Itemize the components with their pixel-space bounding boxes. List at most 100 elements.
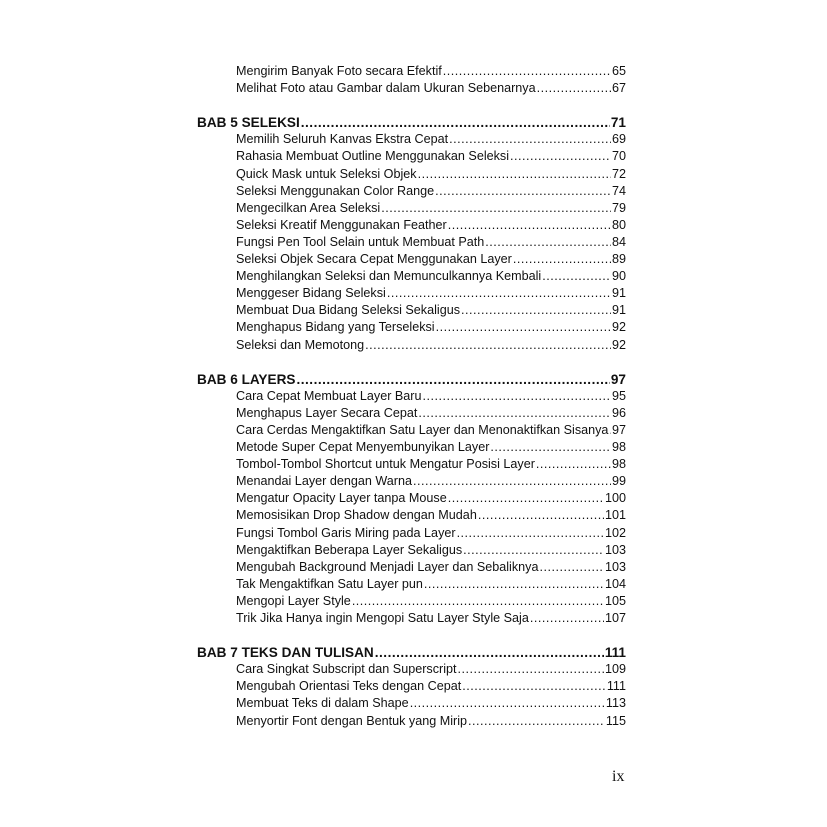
entry-title: Cara Cepat Membuat Layer Baru xyxy=(236,388,422,403)
dot-leader xyxy=(424,576,604,593)
toc-entry: Rahasia Membuat Outline Menggunakan Sele… xyxy=(197,148,626,165)
toc-entry: Tombol-Tombol Shortcut untuk Mengatur Po… xyxy=(197,456,626,473)
entry-page: 100 xyxy=(604,491,626,506)
entry-page: 111 xyxy=(606,679,626,694)
chapter-heading: BAB 5 SELEKSI 71 xyxy=(197,114,626,131)
toc-entry: Mengubah Orientasi Teks dengan Cepat 111 xyxy=(197,678,626,695)
toc-entry: Mengatur Opacity Layer tanpa Mouse 100 xyxy=(197,490,626,507)
toc-entry: Seleksi Menggunakan Color Range 74 xyxy=(197,183,626,200)
dot-leader xyxy=(435,183,611,200)
entry-page: 72 xyxy=(611,166,626,181)
entry-title: BAB 5 SELEKSI xyxy=(197,115,300,131)
entry-page: 104 xyxy=(604,576,626,591)
section-gap xyxy=(197,627,626,644)
dot-leader xyxy=(436,319,611,336)
toc-entry: Menggeser Bidang Seleksi 91 xyxy=(197,285,626,302)
entry-title: Mengopi Layer Style xyxy=(236,593,351,608)
toc-entry: Membuat Dua Bidang Seleksi Sekaligus 91 xyxy=(197,302,626,319)
entry-page: 91 xyxy=(611,303,626,318)
entry-page: 109 xyxy=(604,662,626,677)
dot-leader xyxy=(537,80,611,97)
dot-leader xyxy=(457,525,604,542)
entry-title: Seleksi Menggunakan Color Range xyxy=(236,183,435,198)
dot-leader xyxy=(387,285,611,302)
toc-entry: Tak Mengaktifkan Satu Layer pun 104 xyxy=(197,576,626,593)
entry-title: Mengirim Banyak Foto secara Efektif xyxy=(236,64,442,78)
dot-leader xyxy=(542,268,611,285)
entry-page: 96 xyxy=(611,405,626,420)
entry-page: 74 xyxy=(611,183,626,198)
dot-leader xyxy=(468,713,605,730)
entry-title: Membuat Teks di dalam Shape xyxy=(236,696,409,711)
dot-leader xyxy=(449,131,611,148)
entry-title: Tombol-Tombol Shortcut untuk Mengatur Po… xyxy=(236,457,535,472)
toc-entry: Trik Jika Hanya ingin Mengopi Satu Layer… xyxy=(197,610,626,627)
entry-title: Trik Jika Hanya ingin Mengopi Satu Layer… xyxy=(236,611,529,625)
dot-leader xyxy=(463,542,604,559)
toc-entry: Menandai Layer dengan Warna 99 xyxy=(197,473,626,490)
entry-page: 111 xyxy=(604,645,626,661)
entry-page: 97 xyxy=(611,422,626,437)
entry-page: 107 xyxy=(604,611,626,625)
entry-page: 80 xyxy=(611,217,626,232)
entry-title: Fungsi Pen Tool Selain untuk Membuat Pat… xyxy=(236,234,485,249)
dot-leader xyxy=(413,473,611,490)
dot-leader xyxy=(443,63,611,80)
page-number: ix xyxy=(612,768,625,785)
entry-title: Membuat Dua Bidang Seleksi Sekaligus xyxy=(236,303,461,318)
toc-entry: Menghapus Layer Secara Cepat 96 xyxy=(197,405,626,422)
entry-page: 92 xyxy=(611,320,626,335)
toc-entry: Mengopi Layer Style 105 xyxy=(197,593,626,610)
dot-leader xyxy=(530,610,604,627)
dot-leader xyxy=(365,337,611,354)
entry-page: 98 xyxy=(611,440,626,455)
entry-title: Cara Cerdas Mengaktifkan Satu Layer dan … xyxy=(236,422,609,437)
toc-entry: Memosisikan Drop Shadow dengan Mudah 101 xyxy=(197,507,626,524)
entry-page: 99 xyxy=(611,474,626,489)
dot-leader xyxy=(485,234,611,251)
entry-title: Memosisikan Drop Shadow dengan Mudah xyxy=(236,508,477,523)
toc-entry: Fungsi Tombol Garis Miring pada Layer 102 xyxy=(197,525,626,542)
dot-leader xyxy=(410,695,605,712)
dot-leader xyxy=(461,302,611,319)
dot-leader xyxy=(510,148,611,165)
entry-page: 102 xyxy=(604,525,626,540)
dot-leader xyxy=(375,644,604,661)
entry-page: 101 xyxy=(604,508,626,523)
entry-title: Menandai Layer dengan Warna xyxy=(236,474,412,489)
entry-title: Melihat Foto atau Gambar dalam Ukuran Se… xyxy=(236,81,536,96)
dot-leader xyxy=(458,661,604,678)
toc-entry: Cara Cerdas Mengaktifkan Satu Layer dan … xyxy=(197,422,626,439)
toc-entry: Quick Mask untuk Seleksi Objek 72 xyxy=(197,166,626,183)
entry-page: 98 xyxy=(611,457,626,472)
toc-entry: Metode Super Cepat Menyembunyikan Layer 9… xyxy=(197,439,626,456)
dot-leader xyxy=(448,217,611,234)
chapter-heading: BAB 7 TEKS DAN TULISAN 111 xyxy=(197,644,626,661)
toc-entry: Memilih Seluruh Kanvas Ekstra Cepat 69 xyxy=(197,131,626,148)
dot-leader xyxy=(301,114,610,131)
entry-page: 65 xyxy=(611,64,626,78)
entry-page: 70 xyxy=(611,149,626,164)
dot-leader xyxy=(478,507,604,524)
toc-entry: Seleksi dan Memotong 92 xyxy=(197,337,626,354)
dot-leader xyxy=(381,200,611,217)
entry-title: Menggeser Bidang Seleksi xyxy=(236,286,386,301)
toc-entry: Cara Cepat Membuat Layer Baru 95 xyxy=(197,388,626,405)
entry-page: 79 xyxy=(611,200,626,215)
table-of-contents: Mengirim Banyak Foto secara Efektif 65 Mel… xyxy=(197,63,626,730)
entry-page: 115 xyxy=(605,713,626,728)
dot-leader xyxy=(462,678,606,695)
entry-title: Cara Singkat Subscript dan Superscript xyxy=(236,662,457,677)
dot-leader xyxy=(352,593,604,610)
toc-entry: Membuat Teks di dalam Shape 113 xyxy=(197,695,626,712)
entry-title: Tak Mengaktifkan Satu Layer pun xyxy=(236,576,423,591)
entry-title: Seleksi dan Memotong xyxy=(236,337,365,352)
entry-title: Rahasia Membuat Outline Menggunakan Sele… xyxy=(236,149,510,164)
entry-page: 89 xyxy=(611,252,626,267)
entry-title: Seleksi Objek Secara Cepat Menggunakan L… xyxy=(236,252,512,267)
entry-page: 69 xyxy=(611,132,626,147)
toc-entry: Melihat Foto atau Gambar dalam Ukuran Se… xyxy=(197,80,626,97)
entry-page: 71 xyxy=(610,115,626,131)
toc-entry: Cara Singkat Subscript dan Superscript 10… xyxy=(197,661,626,678)
section-gap xyxy=(197,97,626,114)
